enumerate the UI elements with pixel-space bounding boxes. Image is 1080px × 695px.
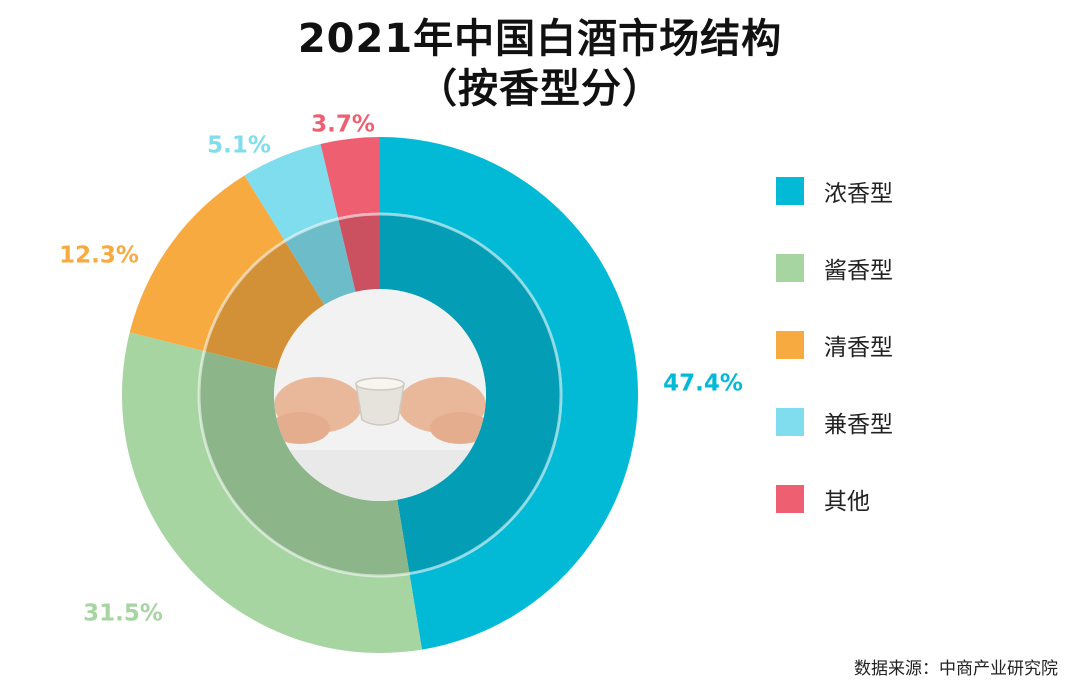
slice-inner-3 — [204, 240, 325, 370]
legend-swatch — [776, 331, 804, 359]
legend-item-3: 清香型 — [776, 326, 893, 364]
legend-swatch — [776, 408, 804, 436]
data-label-2: 31.5% — [83, 601, 163, 627]
slice-outer-1 — [380, 137, 639, 650]
slice-outer-3 — [129, 175, 285, 352]
center-photo — [274, 289, 486, 501]
legend-label: 其他 — [824, 489, 870, 515]
data-label-1: 47.4% — [663, 371, 743, 397]
slice-outer-4 — [244, 143, 339, 241]
slice-inner-2 — [198, 351, 410, 576]
slice-inner-5 — [338, 214, 380, 292]
percent-labels: 47.4% 31.5% 12.3% 5.1% 3.7% — [59, 112, 743, 627]
legend-item-5: 其他 — [776, 480, 893, 518]
data-label-4: 5.1% — [207, 133, 271, 159]
data-label-3: 12.3% — [59, 243, 139, 269]
legend-item-1: 浓香型 — [776, 172, 893, 210]
chart-title-line1: 2021年中国白酒市场结构 — [297, 16, 783, 62]
legend-label: 浓香型 — [824, 181, 893, 207]
legend-item-4: 兼香型 — [776, 403, 893, 441]
ring-divider — [197, 212, 563, 578]
slice-inner-4 — [284, 218, 356, 305]
data-label-5: 3.7% — [311, 112, 375, 138]
chart-title: 2021年中国白酒市场结构 （按香型分） — [0, 14, 1080, 114]
cup — [355, 383, 405, 426]
slice-inner-1 — [380, 214, 562, 574]
chart-title-line2: （按香型分） — [417, 66, 663, 112]
slice-outer-2 — [122, 332, 422, 654]
inner-ring — [198, 214, 562, 576]
slice-outer-5 — [320, 137, 380, 219]
legend-swatch — [776, 254, 804, 282]
source-note: 数据来源：中商产业研究院 — [854, 659, 1058, 679]
outer-ring — [122, 137, 639, 654]
legend-item-2: 酱香型 — [776, 249, 893, 287]
legend-swatch — [776, 177, 804, 205]
legend: 浓香型酱香型清香型兼香型其他 — [776, 172, 893, 557]
legend-label: 清香型 — [824, 335, 893, 361]
legend-swatch — [776, 485, 804, 513]
legend-label: 兼香型 — [824, 412, 893, 438]
legend-label: 酱香型 — [824, 258, 893, 284]
